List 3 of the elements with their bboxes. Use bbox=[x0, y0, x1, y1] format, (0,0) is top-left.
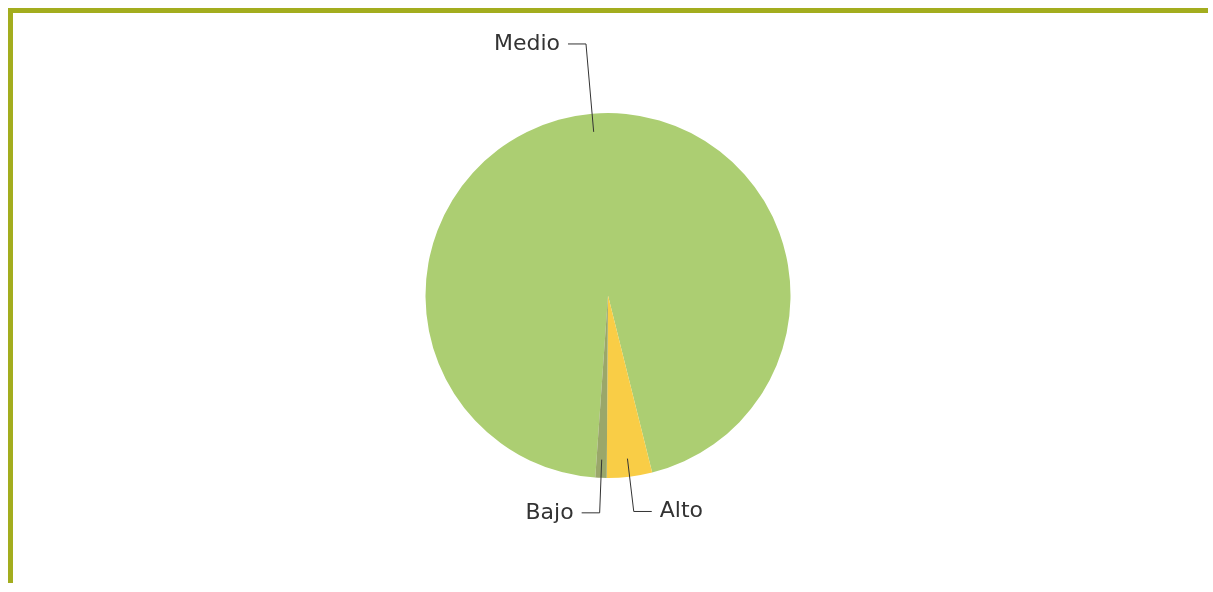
slice-label: Alto bbox=[659, 497, 703, 523]
slice-label: Medio bbox=[493, 29, 560, 55]
slice-label: Bajo bbox=[525, 498, 574, 524]
